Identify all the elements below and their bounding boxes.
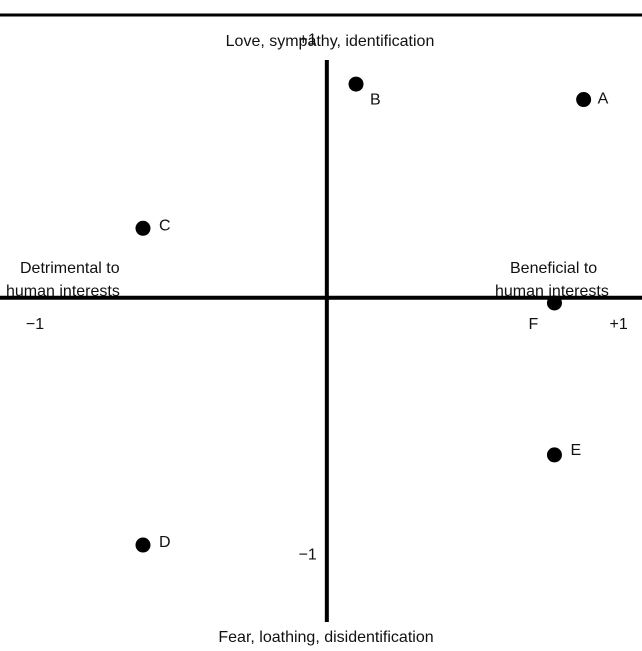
- point: [546, 295, 562, 311]
- point: [135, 537, 151, 553]
- left-label: Detrimental to: [20, 260, 120, 277]
- point-label: B: [370, 91, 381, 108]
- point-label: C: [159, 218, 171, 235]
- y-tick-label: −1: [299, 547, 317, 564]
- right-label: Beneficial to: [510, 260, 597, 277]
- point: [348, 76, 364, 92]
- point-label: F: [528, 316, 538, 333]
- bottom-label: Fear, loathing, disidentification: [218, 629, 433, 646]
- y-tick-label: +1: [299, 32, 317, 49]
- point: [546, 447, 562, 463]
- point: [135, 220, 151, 236]
- top-label: Love, sympathy, identification: [226, 33, 435, 50]
- point-label: E: [570, 442, 581, 459]
- x-tick-label: −1: [26, 316, 44, 333]
- point-label: A: [598, 91, 609, 108]
- x-tick-label: +1: [610, 316, 628, 333]
- point: [576, 92, 592, 108]
- point-label: D: [159, 534, 171, 551]
